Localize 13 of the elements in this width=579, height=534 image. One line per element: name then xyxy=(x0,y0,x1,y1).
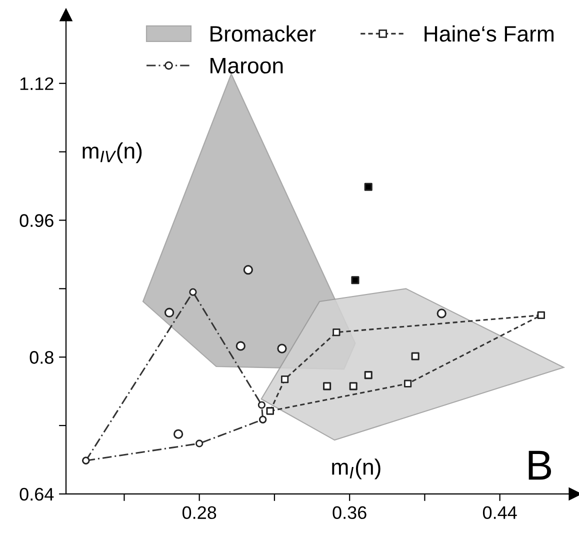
x-tick-label: 0.36 xyxy=(332,506,366,520)
legend-label: Bromacker xyxy=(210,25,316,42)
x-tick-label: 0.44 xyxy=(482,506,517,520)
y-tick-label: 0.8 xyxy=(30,351,54,364)
x-tick-label: 0.28 xyxy=(182,506,216,520)
y-tick-label: 0.64 xyxy=(20,488,54,501)
x-axis-title: m$_{I}$(n) xyxy=(332,458,380,480)
y-tick-label: 0.96 xyxy=(20,214,54,227)
annotation: B xyxy=(528,450,552,480)
legend-label: Haine‘s Farm xyxy=(424,25,554,42)
y-tick-label: 1.12 xyxy=(20,77,54,90)
legend-label: Maroon xyxy=(210,58,283,74)
y-axis-title: m$_{IV}$(n) xyxy=(82,142,142,164)
